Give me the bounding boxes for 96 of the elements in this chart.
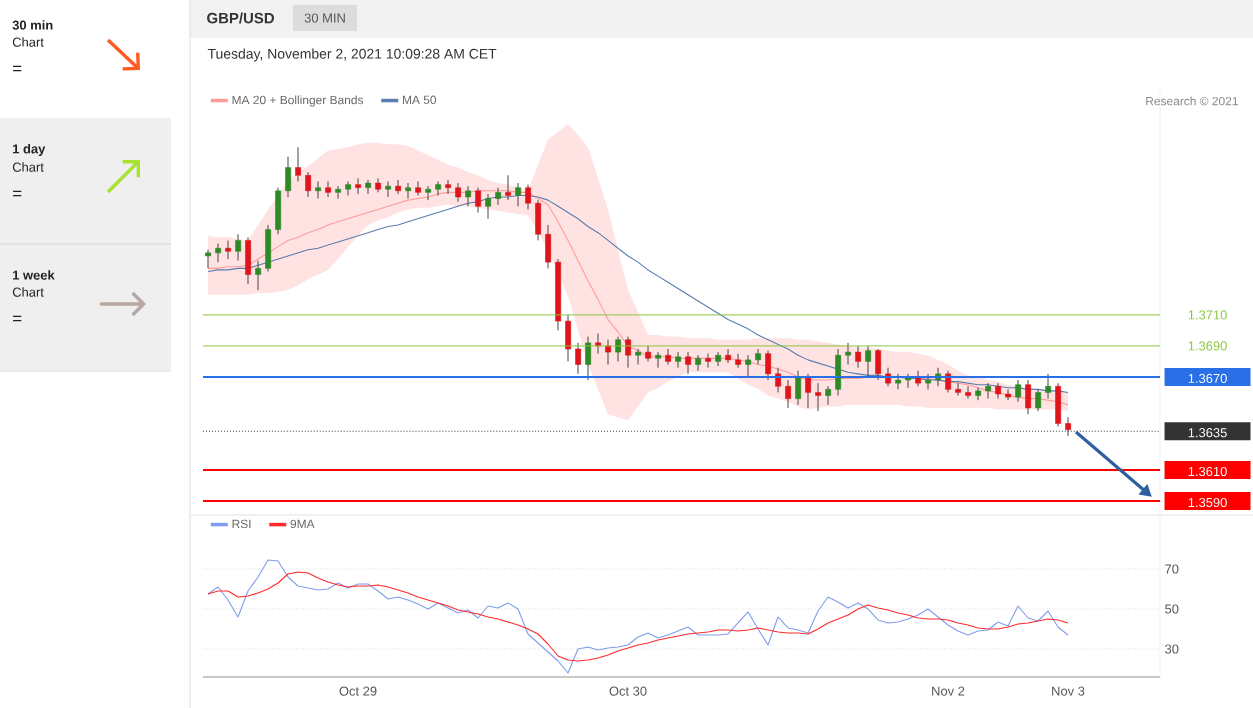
candlestick (514, 182, 522, 207)
y-tick-label: 1.3610 (1188, 466, 1227, 477)
candlestick (824, 385, 832, 406)
y-tick-label: 1.3670 (1188, 373, 1227, 383)
text: Chart (12, 37, 44, 47)
candlestick (474, 187, 482, 214)
text: Research © 2021 (1146, 96, 1238, 106)
candlestick (424, 185, 432, 201)
candlestick (1044, 373, 1052, 400)
x-tick-label: Nov 3 (1052, 686, 1085, 696)
candlestick (364, 179, 372, 195)
candlestick (254, 260, 262, 291)
legend-label: 9MA (290, 519, 315, 529)
candlestick (794, 370, 802, 406)
candlestick (524, 184, 532, 210)
candlestick (954, 382, 962, 397)
candlestick (694, 354, 702, 372)
candlestick (214, 243, 222, 263)
candlestick (384, 181, 392, 198)
x-tick-label: Oct 30 (609, 686, 647, 696)
candlestick (844, 342, 852, 366)
text: Chart (12, 287, 44, 297)
candlestick (704, 353, 712, 369)
candlestick (1024, 379, 1032, 415)
candlestick (324, 181, 332, 198)
text: 30 MIN (304, 13, 345, 23)
candlestick (294, 146, 302, 182)
x-tick-label: Oct 29 (339, 686, 377, 696)
text: 1 day (13, 143, 46, 157)
candlestick (574, 342, 582, 375)
text: = (13, 315, 22, 322)
candlestick (1014, 379, 1022, 403)
y-tick-label: 1.3590 (1188, 497, 1227, 508)
candlestick (764, 350, 772, 381)
text: = (13, 190, 22, 197)
candlestick (714, 351, 722, 367)
y-tick-label: 30 (1165, 644, 1179, 654)
candlestick (864, 345, 872, 378)
candlestick (754, 348, 762, 366)
candlestick (344, 181, 352, 196)
candlestick (224, 239, 232, 260)
candlestick (984, 382, 992, 400)
text: Chart (12, 162, 44, 172)
candlestick (394, 179, 402, 195)
text: = (13, 65, 22, 72)
candlestick (814, 382, 822, 412)
candlestick (414, 181, 422, 196)
y-tick-label: 70 (1165, 564, 1179, 574)
candlestick (854, 345, 862, 369)
candlestick (404, 182, 412, 200)
candlestick (304, 171, 312, 198)
chart-subtitle: Tuesday, November 2, 2021 10:09:28 AM CET (207, 48, 497, 62)
candlestick (604, 339, 612, 366)
candlestick (354, 177, 362, 195)
candlestick (964, 385, 972, 400)
candlestick (664, 348, 672, 366)
candlestick (484, 193, 492, 220)
candlestick (1064, 416, 1072, 437)
x-tick-label: Nov 2 (932, 686, 965, 696)
candlestick (314, 181, 322, 200)
candlestick (204, 249, 212, 269)
legend-label: RSI (232, 519, 251, 529)
candlestick (444, 179, 452, 195)
text: 1 week (13, 270, 55, 280)
candlestick (1004, 388, 1012, 401)
y-tick-label: 50 (1165, 604, 1179, 614)
candlestick (494, 187, 502, 206)
candlestick (804, 373, 812, 409)
candlestick (684, 351, 692, 375)
candlestick (974, 387, 982, 401)
candlestick (874, 348, 882, 381)
text: 30 min (12, 20, 53, 30)
candlestick (734, 353, 742, 369)
candlestick (634, 348, 642, 366)
candlestick (674, 351, 682, 369)
candlestick (504, 174, 512, 201)
legend-label: MA 50 (402, 95, 437, 105)
candlestick (654, 351, 662, 369)
candlestick (784, 379, 792, 409)
candlestick (924, 373, 932, 390)
candlestick (744, 354, 752, 378)
candlestick (234, 233, 242, 262)
candlestick (454, 182, 462, 203)
chart-title: GBP/USD (207, 12, 274, 24)
candlestick (434, 181, 442, 196)
candlestick (724, 348, 732, 364)
legend-label: MA 20 + Bollinger Bands (232, 95, 364, 107)
candlestick (334, 185, 342, 200)
y-tick-label: 1.3710 (1188, 310, 1227, 320)
candlestick (584, 336, 592, 381)
y-tick-label: 1.3690 (1188, 341, 1227, 351)
candlestick (284, 156, 292, 198)
candlestick (1034, 388, 1042, 412)
candlestick (894, 373, 902, 390)
candlestick (464, 185, 472, 207)
y-tick-label: 1.3635 (1188, 428, 1227, 438)
